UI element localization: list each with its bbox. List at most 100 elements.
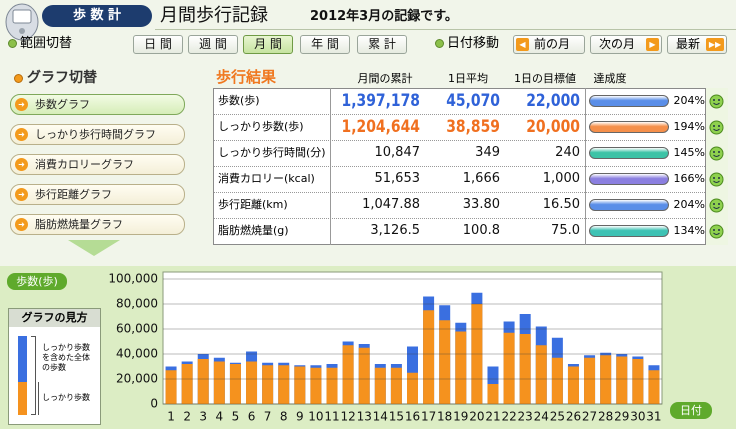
range-button[interactable]: 週 間 [188,35,238,54]
results-title: 歩行結果 [216,68,277,86]
page-title: 月間歩行記録 [160,5,268,26]
row-achievement: 134% [673,224,705,237]
bar [262,365,274,404]
graph-switch-title: グラフ切替 [27,70,97,86]
bar [487,384,499,404]
range-button[interactable]: 日 間 [133,35,183,54]
row-average: 100.8 [462,223,500,238]
smiley-graphic [709,172,724,187]
smiley-icon [709,120,724,135]
legend-title: グラフの見方 [9,309,100,327]
smiley-column [706,88,728,245]
row-average: 33.80 [462,197,500,212]
bar [632,359,644,404]
row-total: 1,204,644 [341,117,420,137]
device-icon-graphic [5,3,39,41]
date-nav-label: 日付移動 [447,36,500,51]
row-target: 20,000 [526,117,580,137]
range-button[interactable]: 年 間 [300,35,350,54]
y-tick-label: 0 [150,397,158,411]
x-tick-label: 27 [582,410,597,424]
date-nav-text: 前の月 [534,37,571,51]
row-divider [214,166,705,167]
x-tick-label: 10 [308,410,323,424]
row-divider [214,192,705,193]
graph-switch-button[interactable]: ➜ 歩行距離グラフ [10,184,185,205]
smiley-graphic [709,198,724,213]
bar [439,320,451,404]
x-tick-label: 12 [340,410,355,424]
progress-bar [589,225,669,237]
row-achievement: 204% [673,198,705,211]
bar [551,357,563,404]
graph-switch-icon: ➜ [15,218,28,231]
bar [503,332,515,404]
row-average: 1,666 [462,171,500,186]
app-badge: 歩 数 計 [42,5,152,27]
bar [648,370,660,404]
legend-swatch [18,382,27,415]
bar [584,357,596,404]
graph-switch-button[interactable]: ➜ しっかり歩行時間グラフ [10,124,185,145]
nav-arrow-icon: ◀ [516,38,529,51]
graph-switch-icon: ➜ [15,188,28,201]
row-target: 16.50 [542,197,580,212]
x-tick-label: 29 [614,410,629,424]
column-divider [585,88,586,245]
row-divider [214,218,705,219]
date-nav-button[interactable]: ▶▶ 最新 [667,35,727,54]
bar [229,364,241,404]
row-target: 1,000 [542,171,580,186]
row-label: 歩行距離(km) [218,198,288,211]
smiley-graphic [709,94,724,109]
legend-entry: しっかり歩数 [42,393,90,402]
smiley-icon [709,94,724,109]
smiley-icon [709,146,724,161]
x-tick-label: 15 [389,410,404,424]
bar [423,310,435,404]
x-tick-label: 18 [437,410,452,424]
graph-switch-icon: ➜ [15,158,28,171]
page-subtitle: 2012年3月の記録です。 [310,9,458,24]
range-button[interactable]: 累 計 [357,35,407,54]
x-tick-label: 6 [248,410,256,424]
y-axis-label: 歩数(歩) [7,273,67,290]
date-nav-text: 最新 [676,37,701,51]
bar [342,345,354,404]
date-nav-button[interactable]: ◀ 前の月 [513,35,585,54]
date-nav-text: 次の月 [599,37,636,51]
x-tick-label: 31 [646,410,661,424]
column-header: 月間の累計 [357,72,413,85]
x-tick-label: 16 [405,410,420,424]
graph-switch-text: 歩数グラフ [35,98,90,111]
x-tick-label: 2 [183,410,191,424]
row-achievement: 204% [673,94,705,107]
graph-switch-text: しっかり歩行時間グラフ [35,128,156,141]
row-label: 歩数(歩) [218,94,260,107]
row-total: 10,847 [374,145,421,160]
bar [165,370,177,404]
row-achievement: 166% [673,172,705,185]
smiley-graphic [709,146,724,161]
smiley-graphic [709,224,724,239]
graph-switch-button[interactable]: ➜ 消費カロリーグラフ [10,154,185,175]
x-tick-label: 11 [324,410,339,424]
row-achievement: 194% [673,120,705,133]
bar [535,345,547,404]
range-button[interactable]: 月 間 [243,35,293,54]
date-nav-button[interactable]: ▶ 次の月 [590,35,662,54]
progress-bar [589,121,669,133]
graph-switch-button[interactable]: ➜ 歩数グラフ [10,94,185,115]
bar [567,366,579,404]
row-average: 45,070 [446,91,500,111]
graph-switch-text: 消費カロリーグラフ [35,158,134,171]
graph-switch-button[interactable]: ➜ 脂肪燃焼量グラフ [10,214,185,235]
bar [471,304,483,404]
x-tick-label: 21 [485,410,500,424]
x-tick-label: 17 [421,410,436,424]
column-header: 達成度 [593,72,627,85]
row-target: 75.0 [551,223,580,238]
bar [197,359,209,404]
x-tick-label: 26 [566,410,581,424]
